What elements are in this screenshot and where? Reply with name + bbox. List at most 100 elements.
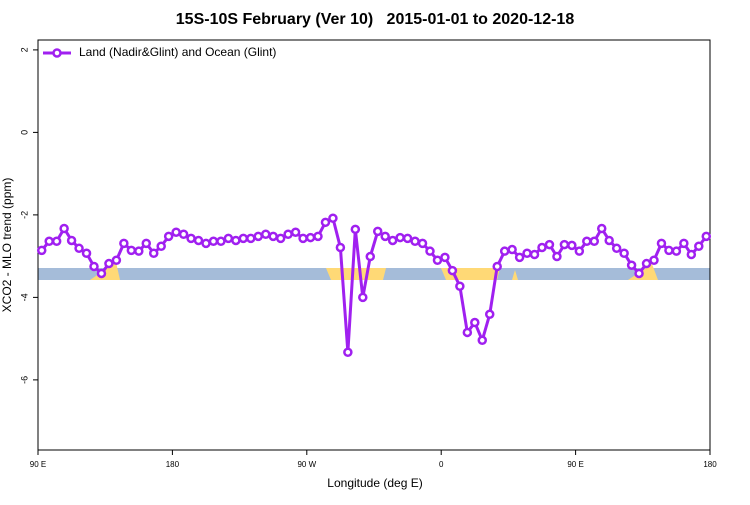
data-point <box>81 248 92 258</box>
data-point <box>432 255 443 266</box>
data-point <box>350 224 361 235</box>
data-point <box>178 229 189 240</box>
data-point <box>619 248 629 258</box>
data-point <box>499 246 510 256</box>
data-point <box>544 239 555 250</box>
data-point <box>380 231 390 242</box>
data-point <box>641 258 652 269</box>
data-point <box>626 260 637 270</box>
data-point <box>477 335 488 346</box>
data-point <box>208 236 219 247</box>
data-point <box>290 227 301 237</box>
land-patch <box>326 268 386 280</box>
data-point <box>529 249 540 260</box>
data-point <box>148 248 159 258</box>
data-point <box>387 235 398 246</box>
data-point <box>417 238 428 249</box>
data-point <box>44 236 54 247</box>
y-tick-label: -4 <box>19 293 29 301</box>
data-point <box>51 236 62 247</box>
x-tick-label: 180 <box>703 460 717 469</box>
data-point <box>253 231 264 242</box>
chart-title: 15S-10S February (Ver 10) 2015-01-01 to … <box>176 11 575 28</box>
data-point <box>201 238 211 249</box>
data-point <box>223 233 234 244</box>
data-point <box>552 251 562 262</box>
data-point <box>283 229 293 240</box>
data-point <box>104 258 114 269</box>
data-point <box>596 223 607 234</box>
data-point <box>537 242 547 253</box>
data-point <box>649 255 659 266</box>
data-point <box>574 246 585 256</box>
data-point <box>66 235 77 246</box>
data-point <box>514 252 525 263</box>
data-point <box>611 243 622 254</box>
x-tick-label: 90 E <box>567 460 583 469</box>
data-point <box>246 233 256 244</box>
data-point <box>582 236 592 247</box>
data-point <box>470 317 480 328</box>
data-point <box>656 238 667 249</box>
data-point <box>126 245 137 256</box>
data-point <box>372 226 383 237</box>
data-point <box>298 233 308 244</box>
data-point <box>305 232 316 243</box>
data-point <box>320 217 331 228</box>
data-point <box>492 261 502 272</box>
data-point <box>604 235 614 246</box>
data-point <box>163 231 174 242</box>
data-point <box>447 265 458 276</box>
data-point <box>462 327 473 338</box>
data-point <box>156 241 166 251</box>
data-point <box>119 238 129 249</box>
data-point <box>522 248 532 258</box>
x-tick-label: 90 W <box>297 460 316 469</box>
y-axis-label: XCO2 - MLO trend (ppm) <box>0 178 14 313</box>
data-point <box>313 231 323 242</box>
legend-label: Land (Nadir&Glint) and Ocean (Glint) <box>79 45 276 59</box>
data-point <box>335 242 346 253</box>
data-point <box>111 255 122 266</box>
data-point <box>701 231 712 242</box>
data-point <box>96 268 107 279</box>
data-point <box>589 236 600 247</box>
data-point <box>686 249 697 260</box>
data-point <box>186 233 196 244</box>
data-point <box>484 309 495 320</box>
data-point <box>679 238 689 249</box>
data-point <box>455 281 465 291</box>
data-point <box>567 240 577 251</box>
data-point <box>358 292 368 303</box>
data-point <box>664 245 674 256</box>
land-patch <box>512 270 518 280</box>
data-point <box>671 246 682 256</box>
data-point <box>410 236 420 247</box>
data-point <box>193 235 204 246</box>
x-tick-label: 90 E <box>30 460 46 469</box>
x-axis-label: Longitude (deg E) <box>327 476 422 490</box>
y-tick-label: 0 <box>19 130 29 135</box>
data-point <box>402 233 413 244</box>
y-tick-label: -2 <box>19 211 29 219</box>
data-point <box>559 239 570 250</box>
data-point <box>171 227 181 237</box>
data-point <box>328 213 338 223</box>
data-point <box>634 268 644 279</box>
data-point <box>275 233 286 244</box>
data-point <box>440 252 450 263</box>
data-point <box>141 238 152 249</box>
plot-frame <box>37 39 711 451</box>
y-tick-label: 2 <box>19 47 29 52</box>
data-point <box>260 229 271 240</box>
data-point <box>59 223 69 234</box>
legend-marker <box>52 48 62 58</box>
data-point <box>694 241 704 251</box>
data-point <box>507 244 517 255</box>
data-point <box>395 232 405 243</box>
data-point <box>74 243 84 254</box>
data-point <box>216 236 226 247</box>
data-point <box>238 233 249 244</box>
